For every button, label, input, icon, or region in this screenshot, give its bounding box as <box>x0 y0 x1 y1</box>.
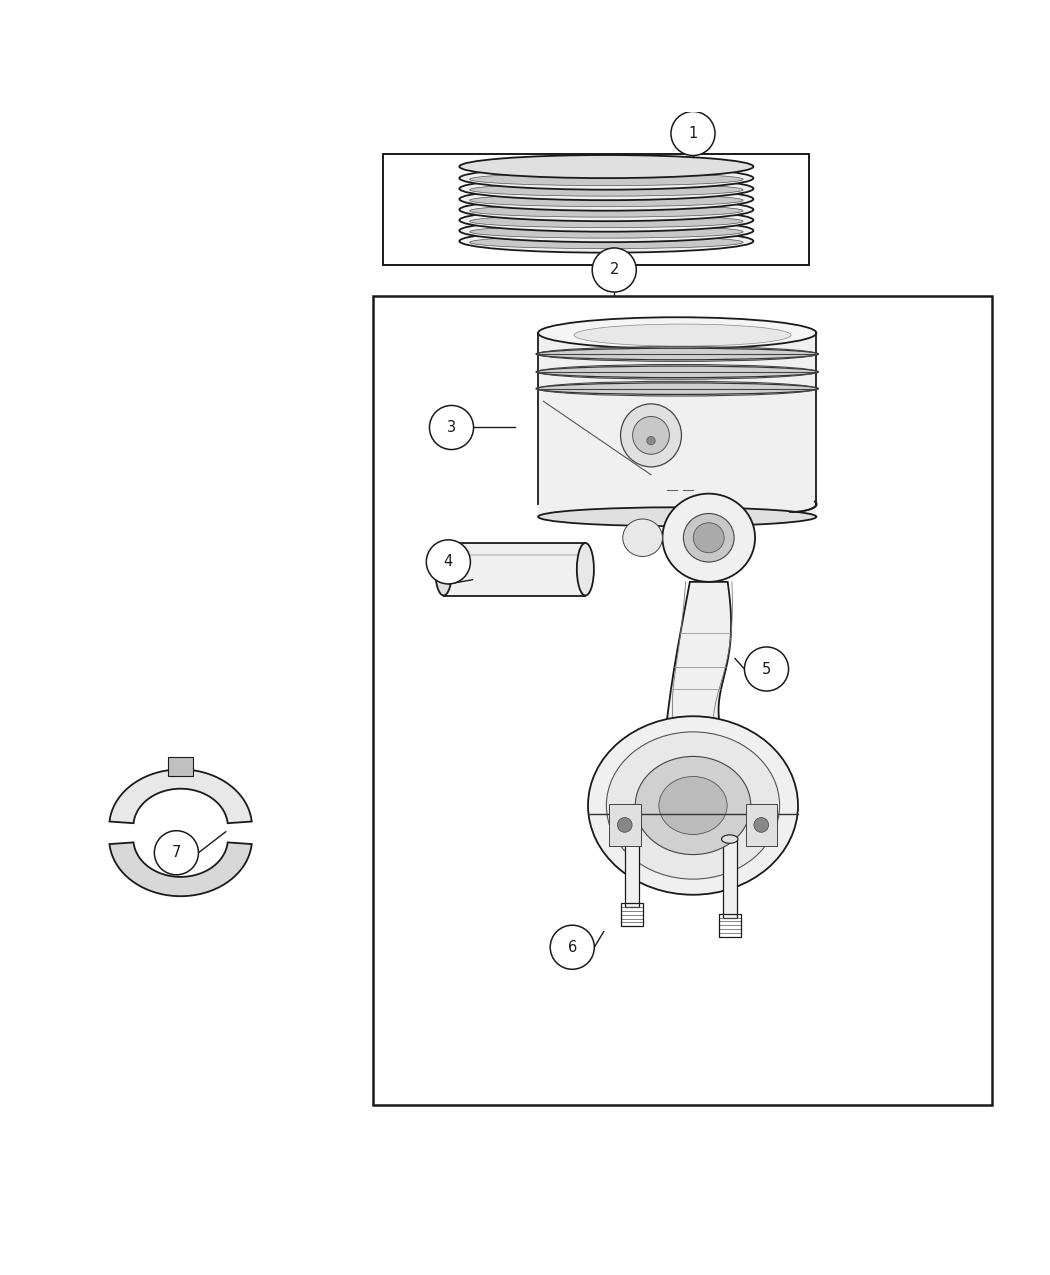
Circle shape <box>754 817 769 833</box>
Ellipse shape <box>588 717 798 895</box>
Ellipse shape <box>460 167 754 190</box>
Circle shape <box>671 111 715 156</box>
Circle shape <box>426 539 470 584</box>
Ellipse shape <box>635 756 751 854</box>
Ellipse shape <box>460 187 754 210</box>
Ellipse shape <box>663 493 755 581</box>
Bar <box>538 333 817 516</box>
Text: 7: 7 <box>172 845 181 861</box>
Ellipse shape <box>607 732 779 880</box>
Ellipse shape <box>469 236 743 249</box>
Bar <box>746 805 777 845</box>
Circle shape <box>550 926 594 969</box>
Polygon shape <box>109 769 252 824</box>
Circle shape <box>744 646 789 691</box>
Bar <box>626 829 638 908</box>
Ellipse shape <box>460 209 754 232</box>
Ellipse shape <box>460 177 754 200</box>
Text: 6: 6 <box>568 940 576 955</box>
Polygon shape <box>109 843 252 896</box>
Bar <box>383 154 808 265</box>
Ellipse shape <box>621 404 681 467</box>
Ellipse shape <box>536 348 819 360</box>
Ellipse shape <box>469 184 743 196</box>
Ellipse shape <box>460 230 754 252</box>
Text: 4: 4 <box>444 555 453 570</box>
Ellipse shape <box>693 523 724 553</box>
Bar <box>168 757 193 775</box>
Text: 5: 5 <box>762 662 771 677</box>
Ellipse shape <box>632 417 670 454</box>
Ellipse shape <box>659 776 727 835</box>
Ellipse shape <box>538 317 817 349</box>
Ellipse shape <box>460 156 754 178</box>
Bar <box>622 903 644 926</box>
Ellipse shape <box>469 173 743 186</box>
Bar <box>722 839 736 918</box>
Circle shape <box>617 817 632 833</box>
Ellipse shape <box>469 215 743 228</box>
Ellipse shape <box>624 825 640 833</box>
Bar <box>373 296 992 1104</box>
Bar <box>443 543 586 595</box>
Ellipse shape <box>469 226 743 238</box>
Circle shape <box>429 405 474 450</box>
Ellipse shape <box>460 198 754 221</box>
Ellipse shape <box>576 543 594 595</box>
Ellipse shape <box>536 366 819 377</box>
Ellipse shape <box>460 219 754 242</box>
Polygon shape <box>667 581 731 722</box>
Ellipse shape <box>439 556 448 583</box>
Bar <box>609 805 640 845</box>
Bar <box>718 914 741 937</box>
Ellipse shape <box>536 382 819 394</box>
Circle shape <box>647 436 655 445</box>
Ellipse shape <box>469 204 743 217</box>
Ellipse shape <box>469 194 743 207</box>
Ellipse shape <box>721 835 738 843</box>
Ellipse shape <box>684 514 734 562</box>
Ellipse shape <box>623 519 663 556</box>
Circle shape <box>592 247 636 292</box>
Circle shape <box>154 831 198 875</box>
Text: 2: 2 <box>610 263 618 278</box>
Ellipse shape <box>574 324 791 346</box>
Ellipse shape <box>435 543 453 595</box>
Text: 3: 3 <box>447 419 456 435</box>
Text: 1: 1 <box>689 126 697 142</box>
Ellipse shape <box>538 507 817 527</box>
